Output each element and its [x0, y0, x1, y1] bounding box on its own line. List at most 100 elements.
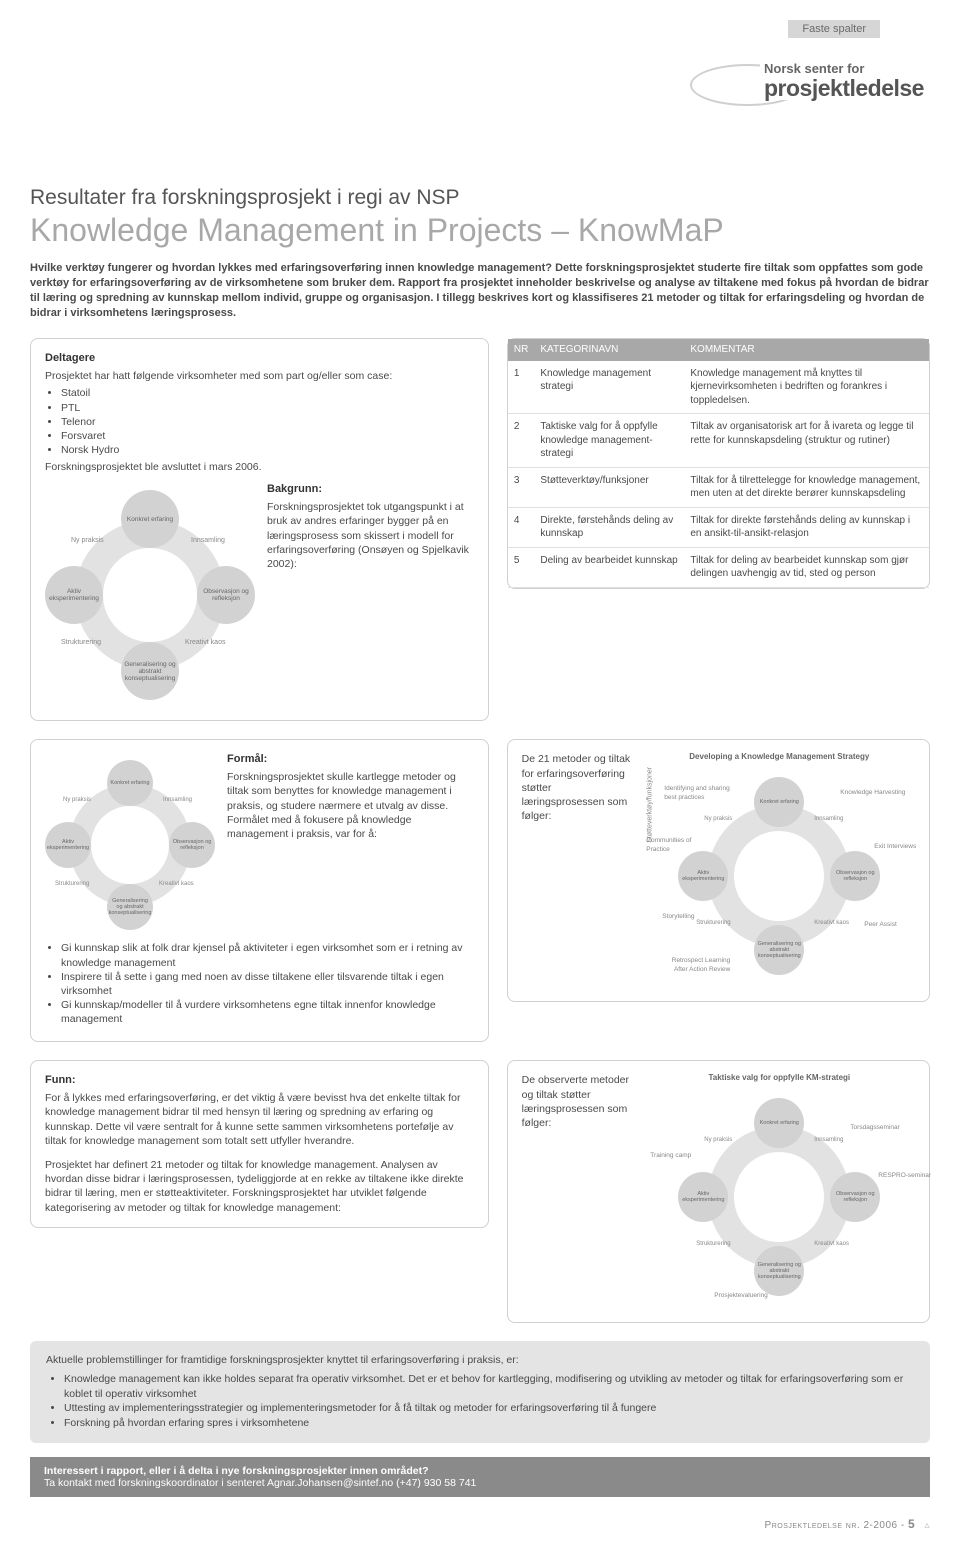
ext-label: Communities of Practice [646, 837, 700, 855]
cycle-node: Generalisering og abstrakt konseptualise… [107, 884, 153, 930]
cycle-node: Observasjon og refleksjon [830, 1172, 880, 1222]
cycle-label: Kreativt kaos [185, 638, 225, 647]
funn-heading: Funn: [45, 1073, 474, 1088]
deltagere-box: Deltagere Prosjektet har hatt følgende v… [30, 338, 489, 721]
deltagere-closing: Forskningsprosjektet ble avsluttet i mar… [45, 460, 474, 474]
cycle-node: Generalisering og abstrakt konseptualise… [121, 642, 179, 700]
list-item: Forskning på hvordan erfaring spres i vi… [64, 1416, 914, 1431]
cycle-label: Innsamling [163, 796, 192, 804]
deltagere-heading: Deltagere [45, 351, 474, 366]
cycle-diagram-formal: Konkret erfaring Observasjon og refleksj… [45, 752, 215, 938]
ext-label: Retrospect Learning After Action Review [660, 957, 730, 975]
list-item: Knowledge management kan ikke holdes sep… [64, 1372, 914, 1401]
cycle-node: Observasjon og refleksjon [169, 822, 215, 868]
table-cell: Taktiske valg for å oppfylle knowledge m… [534, 414, 684, 468]
funn-p1: For å lykkes med erfaringsoverføring, er… [45, 1091, 474, 1148]
cycle-label: Innsamling [191, 536, 225, 545]
list-item: Statoil [61, 386, 474, 400]
page: Faste spalter Norsk senter for prosjektl… [0, 0, 960, 1507]
cycle-label: Ny praksis [704, 815, 732, 823]
table-header: KOMMENTAR [684, 339, 929, 361]
deltagere-lead: Prosjektet har hatt følgende virksomhete… [45, 369, 474, 383]
table-cell: 2 [508, 414, 534, 468]
table-row: 5Deling av bearbeidet kunnskapTiltak for… [508, 547, 929, 587]
table-cell: Tiltak av organisatorisk art for å ivare… [684, 414, 929, 468]
diagram2-side-label: Støtteverktøy/funksjoner [646, 767, 655, 843]
table-row: 4Direkte, førstehånds deling av kunnskap… [508, 507, 929, 547]
cycle-label: Innsamling [814, 815, 843, 823]
table-cell: Direkte, førstehånds deling av kunnskap [534, 507, 684, 547]
cycle-label: Strukturering [696, 1240, 730, 1248]
table-cell: 1 [508, 361, 534, 414]
list-item: Gi kunnskap slik at folk drar kjensel på… [61, 941, 474, 969]
formal-box: Konkret erfaring Observasjon og refleksj… [30, 739, 489, 1042]
table-cell: Tiltak for direkte førstehånds deling av… [684, 507, 929, 547]
ext-label: Exit Interviews [874, 843, 916, 852]
page-number-footer: Prosjektledelse nr. 2-2006 - 5 ▵ [0, 1507, 960, 1545]
ext-label: Prosjektevaluering [714, 1292, 767, 1301]
problems-list: Knowledge management kan ikke holdes sep… [46, 1372, 914, 1431]
footer-icon: ▵ [924, 1520, 930, 1531]
diagram3-lead: De observerte metoder og tiltak støtter … [522, 1073, 632, 1130]
diagram2-title: Developing a Knowledge Management Strate… [644, 752, 915, 763]
table-cell: Støtteverktøy/funksjoner [534, 467, 684, 507]
intro-paragraph: Hvilke verktøy fungerer og hvordan lykke… [30, 261, 930, 320]
problems-panel: Aktuelle problemstillinger for framtidig… [30, 1341, 930, 1442]
diagram2-lead: De 21 metoder og tiltak for erfaringsove… [522, 752, 632, 823]
bakgrunn-heading: Bakgrunn: [267, 482, 474, 497]
diagram3-box: De observerte metoder og tiltak støtter … [507, 1060, 930, 1323]
formal-heading: Formål: [227, 752, 474, 767]
table-header: NR [508, 339, 534, 361]
page-number: 5 [908, 1517, 915, 1531]
formal-bullets: Gi kunnskap slik at folk drar kjensel på… [45, 941, 474, 1026]
cycle-label: Kreativt kaos [814, 919, 849, 927]
cycle-label: Ny praksis [71, 536, 104, 545]
category-table-box: NR KATEGORINAVN KOMMENTAR 1Knowledge man… [507, 338, 930, 589]
ext-label: Storytelling [662, 913, 694, 922]
deltagere-list: Statoil PTL Telenor Forsvaret Norsk Hydr… [45, 386, 474, 457]
list-item: Telenor [61, 415, 474, 429]
formal-lead: Forskningsprosjektet skulle kartlegge me… [227, 770, 474, 841]
cycle-label: Kreativt kaos [814, 1240, 849, 1248]
table-cell: 5 [508, 547, 534, 587]
cycle-label: Strukturering [61, 638, 101, 647]
page-footer-text: Prosjektledelse nr. 2-2006 - [765, 1520, 905, 1531]
funn-p2: Prosjektet har definert 21 metoder og ti… [45, 1158, 474, 1215]
contact-footer: Interessert i rapport, eller i å delta i… [30, 1457, 930, 1497]
logo: Norsk senter for prosjektledelse [690, 56, 920, 116]
table-cell: 3 [508, 467, 534, 507]
list-item: Uttesting av implementeringsstrategier o… [64, 1401, 914, 1416]
list-item: Gi kunnskap/modeller til å vurdere virks… [61, 998, 474, 1026]
category-table: NR KATEGORINAVN KOMMENTAR 1Knowledge man… [508, 339, 929, 588]
ext-label: RESPRO-seminar [878, 1172, 931, 1181]
bakgrunn-text: Forskningsprosjektet tok utgangspunkt i … [267, 500, 474, 571]
table-cell: Tiltak for å tilrettelegge for knowledge… [684, 467, 929, 507]
table-header: KATEGORINAVN [534, 339, 684, 361]
table-cell: Tiltak for deling av bearbeidet kunnskap… [684, 547, 929, 587]
page-title: Knowledge Management in Projects – KnowM… [30, 212, 930, 249]
table-cell: 4 [508, 507, 534, 547]
table-row: 2Taktiske valg for å oppfylle knowledge … [508, 414, 929, 468]
cycle-label: Strukturering [55, 880, 89, 888]
list-item: Inspirere til å sette i gang med noen av… [61, 970, 474, 998]
list-item: PTL [61, 401, 474, 415]
ext-label: Identifying and sharing best practices [664, 785, 734, 803]
cycle-node: Observasjon og refleksjon [197, 566, 255, 624]
table-row: 1Knowledge management strategiKnowledge … [508, 361, 929, 414]
table-row: 3Støtteverktøy/funksjonerTiltak for å ti… [508, 467, 929, 507]
section-tag: Faste spalter [788, 20, 880, 38]
ext-label: Training camp [650, 1152, 691, 1161]
table-cell: Knowledge management må knyttes til kjer… [684, 361, 929, 414]
table-cell: Knowledge management strategi [534, 361, 684, 414]
ext-label: Knowledge Harvesting [840, 789, 905, 798]
ext-label: Peer Assist [864, 921, 897, 930]
cycle-label: Ny praksis [704, 1136, 732, 1144]
funn-box: Funn: For å lykkes med erfaringsoverføri… [30, 1060, 489, 1227]
list-item: Norsk Hydro [61, 443, 474, 457]
cycle-node: Generalisering og abstrakt konseptualise… [754, 1246, 804, 1296]
cycle-diagram-1: Konkret erfaring Innsamling Observasjon … [45, 482, 255, 708]
cycle-node: Generalisering og abstrakt konseptualise… [754, 925, 804, 975]
problems-lead: Aktuelle problemstillinger for framtidig… [46, 1353, 914, 1368]
ext-label: Torsdagsseminar [850, 1124, 900, 1133]
diagram3-title: Taktiske valg for oppfylle KM-strategi [644, 1073, 915, 1084]
